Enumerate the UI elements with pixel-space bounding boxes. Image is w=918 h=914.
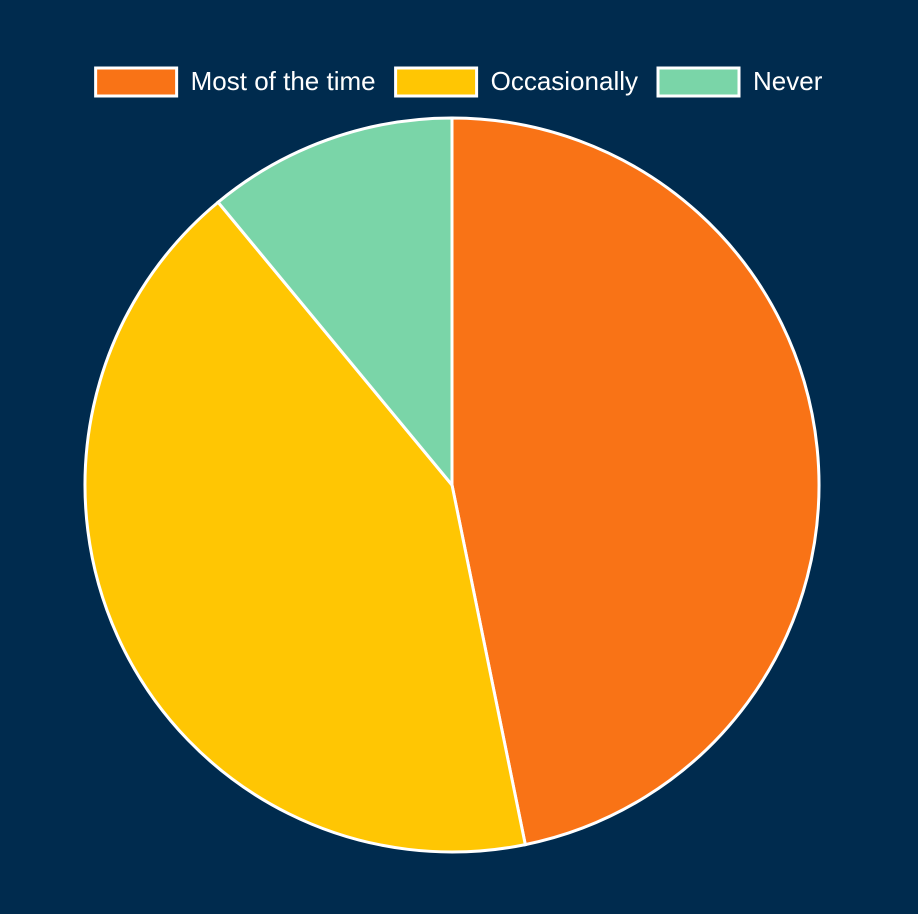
pie-slice bbox=[215, 116, 454, 490]
legend-label: Occasionally bbox=[491, 66, 638, 96]
legend-label: Most of the time bbox=[191, 66, 376, 96]
legend: Most of the time Occasionally Never bbox=[94, 66, 823, 98]
legend-swatch bbox=[94, 66, 179, 98]
legend-swatch bbox=[394, 66, 479, 98]
pie-slice bbox=[83, 200, 528, 854]
legend-label: Never bbox=[753, 66, 823, 96]
legend-swatch bbox=[656, 66, 741, 98]
pie-slice bbox=[450, 116, 821, 847]
